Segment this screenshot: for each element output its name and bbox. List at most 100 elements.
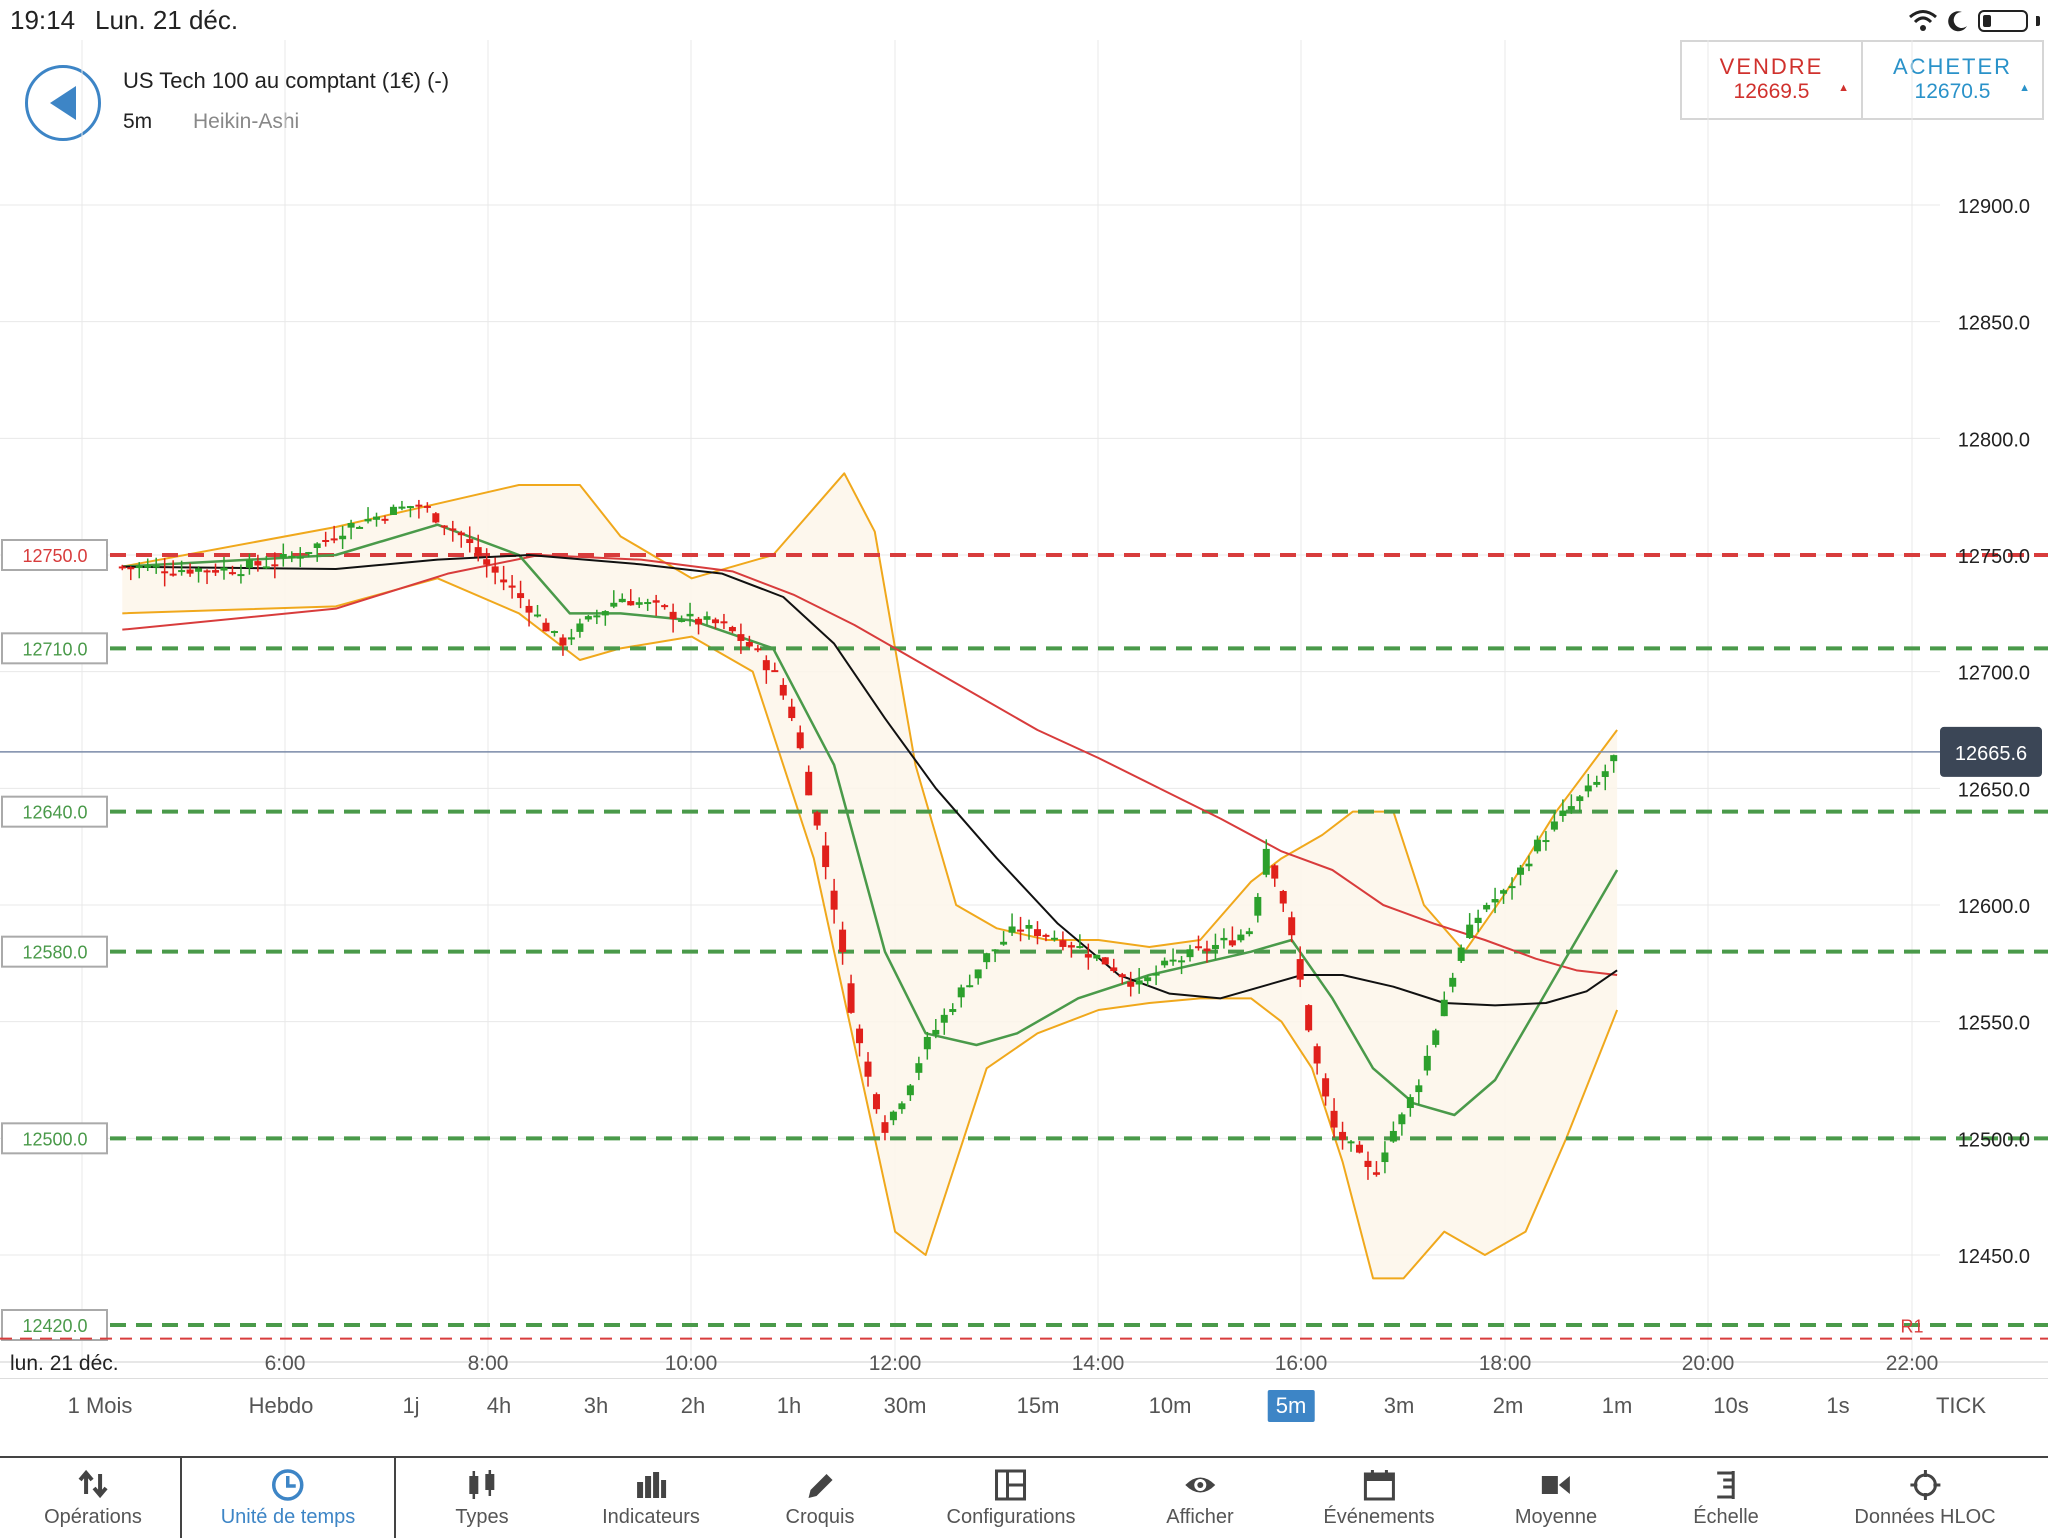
candle-body [601, 611, 609, 616]
toolbar-types[interactable]: Types [455, 1458, 509, 1538]
candle-body [576, 623, 584, 632]
instrument-title[interactable]: US Tech 100 au comptant (1€) (-) [123, 68, 450, 93]
candle-body [584, 616, 592, 620]
price-chart[interactable]: 12750.0 12710.0 12640.0 12580.0 12500.0 12420… [0, 40, 2048, 1378]
toolbar-événements[interactable]: Événements [1323, 1458, 1435, 1538]
toolbar-échelle[interactable]: Échelle [1693, 1458, 1759, 1538]
candle-body [1279, 891, 1287, 904]
timeframe-1j[interactable]: 1j [402, 1393, 420, 1418]
candle-body [517, 593, 525, 599]
toolbar-données-hloc[interactable]: Données HLOC [1854, 1458, 1996, 1538]
candle-body [695, 618, 703, 625]
candle-body [779, 684, 787, 696]
timeframe-10s[interactable]: 10s [1713, 1393, 1749, 1418]
timeframe-4h[interactable]: 4h [486, 1393, 512, 1418]
candle-body [1440, 999, 1448, 1017]
candle-body [1500, 890, 1508, 894]
candle-body [127, 567, 135, 570]
toolbar-label: Indicateurs [602, 1506, 700, 1528]
bollinger-band [122, 472, 1619, 1280]
toolbar-afficher[interactable]: Afficher [1166, 1458, 1234, 1538]
toolbar-label: Échelle [1693, 1506, 1759, 1528]
candle-body [1050, 937, 1058, 940]
candle-body [1288, 917, 1296, 936]
toolbar-indicateurs[interactable]: Indicateurs [602, 1458, 700, 1538]
candle-body [949, 1009, 957, 1012]
timeframe-2m[interactable]: 2m [1492, 1393, 1524, 1418]
candle-body [1517, 867, 1525, 875]
candle-body [1194, 946, 1202, 949]
timeframe-hebdo[interactable]: Hebdo [248, 1393, 314, 1418]
candle-body [966, 985, 974, 988]
toolbar-label: Croquis [785, 1506, 855, 1528]
candle-body [728, 627, 736, 632]
timeframe-1-mois[interactable]: 1 Mois [67, 1393, 133, 1418]
candle-body [144, 565, 152, 568]
x-tick-label: 22:00 [1886, 1352, 1939, 1375]
candle-body [771, 670, 779, 673]
timeframe-2h[interactable]: 2h [680, 1393, 706, 1418]
x-tick-label: 10:00 [665, 1352, 718, 1375]
level-label: 12580.0 [22, 943, 87, 963]
candle-body [1449, 977, 1457, 987]
candle-body [796, 732, 804, 749]
candle-body [898, 1103, 906, 1110]
x-tick-label: 8:00 [468, 1352, 509, 1375]
toolbar-configurations[interactable]: Configurations [947, 1458, 1075, 1538]
timeframe-tick[interactable]: TICK [1935, 1393, 1987, 1418]
toolbar-unité-de-temps[interactable]: Unité de temps [221, 1458, 355, 1538]
candle-body [1372, 1172, 1380, 1175]
candle-body [1542, 840, 1550, 843]
candle-body [618, 598, 626, 603]
sell-button[interactable]: VENDRE 12669.5 ▲ [1682, 42, 1861, 118]
candle-body [1550, 821, 1558, 830]
candle-body [1322, 1078, 1330, 1097]
back-button[interactable] [25, 65, 101, 141]
timeframe-10m[interactable]: 10m [1148, 1393, 1192, 1418]
candle-body [1262, 848, 1270, 875]
timeframe-30m[interactable]: 30m [883, 1393, 927, 1418]
candle-body [906, 1085, 914, 1096]
timeframe-3m[interactable]: 3m [1383, 1393, 1415, 1418]
candle-body [1610, 755, 1618, 762]
candle-body [1245, 931, 1253, 935]
candle-body [1033, 929, 1041, 937]
timeframe-1h[interactable]: 1h [776, 1393, 802, 1418]
candle-body [813, 812, 821, 826]
toolbar-label: Moyenne [1514, 1506, 1598, 1528]
eye-icon [1184, 1477, 1215, 1493]
candle-body [1169, 959, 1177, 962]
toolbar-moyenne[interactable]: Moyenne [1515, 1458, 1597, 1538]
candle-body [1296, 959, 1304, 980]
candle-body [923, 1036, 931, 1050]
toolbar-label: Afficher [1166, 1506, 1234, 1528]
timeframe-5m[interactable]: 5m [1267, 1390, 1315, 1422]
candle-body [415, 504, 423, 507]
candle-body [1127, 981, 1135, 987]
crosshair-icon [1910, 1470, 1940, 1500]
candle-body [1203, 948, 1211, 952]
candle-body [220, 567, 228, 571]
sell-label: VENDRE [1719, 54, 1824, 79]
current-price-tag [1940, 726, 2042, 777]
timeframe-3h[interactable]: 3h [583, 1393, 609, 1418]
candle-body [1042, 934, 1050, 937]
candle-body [1389, 1130, 1397, 1142]
timeframe-15m[interactable]: 15m [1016, 1393, 1060, 1418]
candle-body [711, 619, 719, 624]
candle-body [1567, 806, 1575, 810]
candle-body [1220, 937, 1228, 941]
level-label: 12500.0 [22, 1129, 87, 1149]
toolbar-label: Événements [1323, 1506, 1435, 1528]
toolbar-opérations[interactable]: Opérations [44, 1458, 142, 1538]
candle-body [957, 987, 965, 998]
candle-body [1423, 1055, 1431, 1071]
candle-body [1084, 954, 1092, 958]
bollinger-fill [122, 473, 1618, 1279]
timeframe-1m[interactable]: 1m [1601, 1393, 1633, 1418]
timeframe-1s[interactable]: 1s [1826, 1393, 1850, 1418]
toolbar-croquis[interactable]: Croquis [785, 1458, 855, 1538]
candle-body [839, 929, 847, 952]
candle-body [652, 600, 660, 603]
candle-body [1525, 863, 1533, 867]
